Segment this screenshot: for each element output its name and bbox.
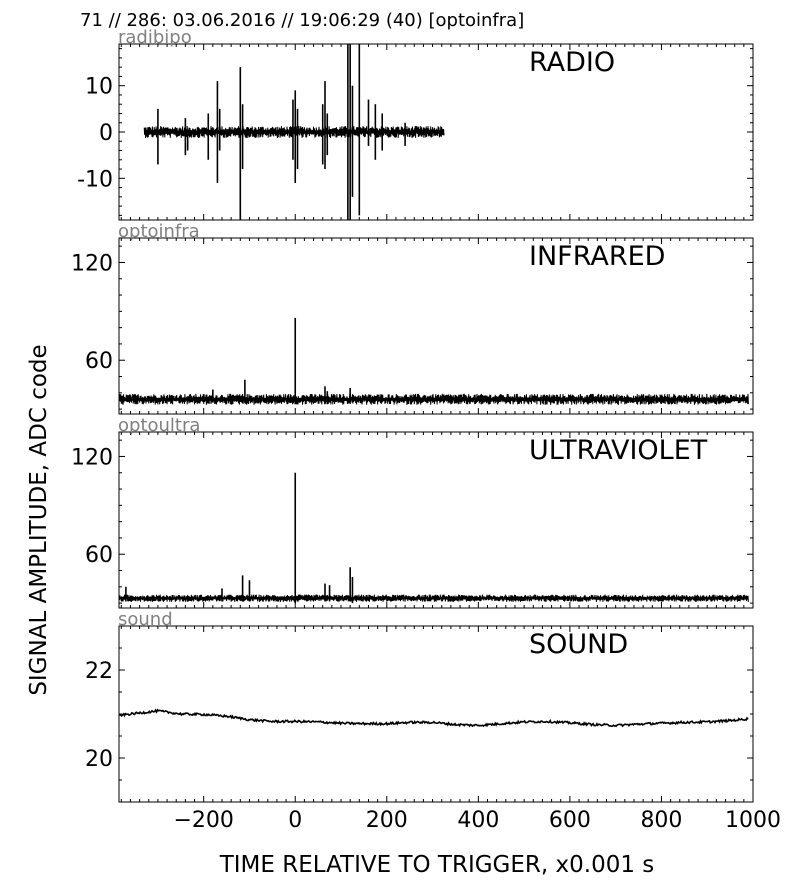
x-tick-label: −200 [173, 808, 233, 833]
y-tick-label: 22 [85, 659, 113, 684]
panel-sound: 22 20 sound SOUND [85, 609, 754, 803]
series-trace-optoultra [119, 594, 749, 602]
series-trace-optoinfra [119, 393, 749, 405]
x-tick-label: 600 [549, 808, 591, 833]
panel-frame [118, 237, 754, 415]
y-tick-label: 20 [85, 747, 113, 772]
panel-frame [118, 431, 754, 609]
x-tick-label: 800 [640, 808, 682, 833]
channel-name: optoinfra [118, 221, 200, 242]
panel-label: INFRARED [529, 241, 665, 272]
series-trace-sound [119, 708, 749, 728]
x-axis-label: TIME RELATIVE TO TRIGGER, x0.001 s [219, 852, 655, 878]
series-trace-radibipo [143, 125, 445, 139]
channel-name: sound [118, 609, 173, 630]
x-axis-ticks: −200 0 200 400 600 800 1000 [173, 808, 781, 833]
y-tick-label: 120 [71, 251, 113, 276]
y-axis-label: SIGNAL AMPLITUDE, ADC code [26, 344, 52, 695]
x-tick-label: 1000 [725, 808, 781, 833]
y-tick-label: 60 [85, 349, 113, 374]
x-tick-label: 400 [457, 808, 499, 833]
y-tick-label: 10 [85, 75, 113, 100]
channel-name: radibipo [118, 27, 192, 48]
panels: 10 0 -10 radibipo RADIO 120 60 optoinfra INFRARE… [71, 27, 754, 803]
y-tick-label: 0 [99, 121, 113, 146]
panel-label: RADIO [529, 47, 615, 78]
panel-radibipo: 10 0 -10 radibipo RADIO [77, 27, 754, 221]
x-tick-label: 0 [288, 808, 302, 833]
y-tick-label: 120 [71, 445, 113, 470]
figure-header: 71 // 286: 03.06.2016 // 19:06:29 (40) [… [80, 10, 524, 31]
panel-optoinfra: 120 60 optoinfra INFRARED [71, 221, 754, 415]
panel-label: SOUND [529, 629, 628, 660]
panel-label: ULTRAVIOLET [529, 435, 708, 466]
panel-optoultra: 120 60 optoultra ULTRAVIOLET [71, 415, 754, 609]
y-tick-label: 60 [85, 543, 113, 568]
channel-name: optoultra [118, 415, 200, 436]
x-tick-label: 200 [366, 808, 408, 833]
y-tick-label: -10 [77, 167, 113, 192]
